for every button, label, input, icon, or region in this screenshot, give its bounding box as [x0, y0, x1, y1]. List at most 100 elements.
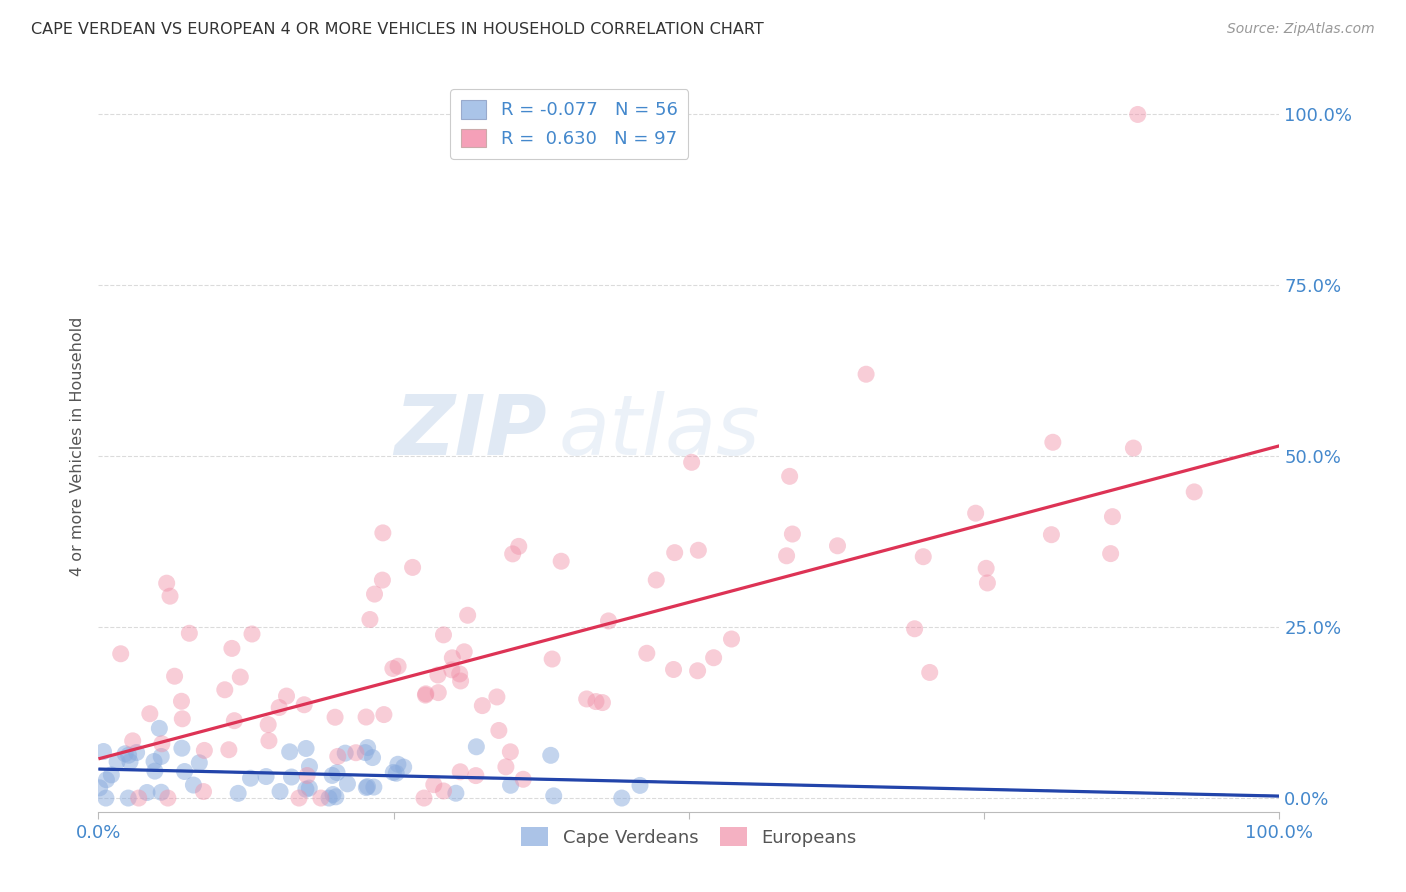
- Point: [499, 745, 522, 759]
- Point: [318, 791, 340, 805]
- Point: [686, 664, 709, 678]
- Point: [136, 785, 159, 799]
- Point: [359, 612, 381, 626]
- Point: [432, 628, 454, 642]
- Point: [309, 791, 332, 805]
- Text: CAPE VERDEAN VS EUROPEAN 4 OR MORE VEHICLES IN HOUSEHOLD CORRELATION CHART: CAPE VERDEAN VS EUROPEAN 4 OR MORE VEHIC…: [31, 22, 763, 37]
- Point: [269, 784, 291, 798]
- Point: [183, 778, 205, 792]
- Point: [450, 673, 472, 688]
- Point: [288, 791, 311, 805]
- Point: [464, 769, 486, 783]
- Point: [150, 749, 173, 764]
- Point: [575, 692, 598, 706]
- Point: [585, 695, 607, 709]
- Point: [295, 741, 318, 756]
- Point: [1101, 509, 1123, 524]
- Point: [363, 587, 385, 601]
- Point: [110, 647, 132, 661]
- Point: [441, 650, 464, 665]
- Point: [855, 368, 877, 382]
- Point: [156, 791, 179, 805]
- Point: [541, 652, 564, 666]
- Point: [105, 755, 128, 769]
- Point: [298, 780, 321, 795]
- Point: [636, 646, 658, 660]
- Legend: Cape Verdeans, Europeans: Cape Verdeans, Europeans: [515, 820, 863, 854]
- Point: [965, 506, 987, 520]
- Point: [150, 737, 173, 751]
- Point: [782, 527, 804, 541]
- Point: [373, 707, 395, 722]
- Point: [298, 759, 321, 773]
- Point: [139, 706, 162, 721]
- Point: [121, 734, 143, 748]
- Point: [292, 698, 315, 712]
- Point: [361, 750, 384, 764]
- Point: [156, 576, 179, 591]
- Text: Source: ZipAtlas.com: Source: ZipAtlas.com: [1227, 22, 1375, 37]
- Point: [662, 663, 685, 677]
- Point: [904, 622, 927, 636]
- Point: [172, 712, 194, 726]
- Point: [240, 627, 263, 641]
- Point: [401, 560, 423, 574]
- Point: [423, 778, 446, 792]
- Point: [918, 665, 941, 680]
- Point: [125, 746, 148, 760]
- Point: [381, 661, 404, 675]
- Point: [143, 755, 166, 769]
- Point: [224, 714, 246, 728]
- Point: [214, 682, 236, 697]
- Point: [193, 743, 215, 757]
- Point: [415, 688, 437, 702]
- Point: [193, 784, 215, 798]
- Point: [150, 785, 173, 799]
- Point: [239, 771, 262, 785]
- Point: [453, 645, 475, 659]
- Point: [371, 525, 394, 540]
- Point: [344, 746, 367, 760]
- Point: [974, 561, 997, 575]
- Point: [385, 766, 408, 780]
- Point: [1099, 547, 1122, 561]
- Point: [485, 690, 508, 704]
- Point: [1126, 107, 1149, 121]
- Point: [322, 788, 344, 802]
- Point: [543, 789, 565, 803]
- Point: [335, 746, 357, 760]
- Point: [117, 791, 139, 805]
- Point: [280, 770, 302, 784]
- Point: [598, 614, 620, 628]
- Point: [143, 764, 166, 778]
- Point: [114, 747, 136, 761]
- Point: [93, 744, 115, 758]
- Point: [387, 757, 409, 772]
- Point: [775, 549, 797, 563]
- Point: [703, 650, 725, 665]
- Point: [444, 786, 467, 800]
- Point: [976, 576, 998, 591]
- Point: [495, 760, 517, 774]
- Point: [295, 768, 318, 782]
- Point: [415, 687, 437, 701]
- Point: [827, 539, 849, 553]
- Point: [179, 626, 201, 640]
- Point: [100, 768, 122, 782]
- Point: [278, 745, 301, 759]
- Point: [159, 589, 181, 603]
- Point: [221, 641, 243, 656]
- Point: [512, 772, 534, 787]
- Point: [449, 764, 471, 779]
- Point: [170, 694, 193, 708]
- Point: [502, 547, 524, 561]
- Point: [325, 789, 347, 804]
- Point: [440, 663, 463, 677]
- Point: [128, 791, 150, 805]
- Point: [163, 669, 186, 683]
- Point: [912, 549, 935, 564]
- Point: [720, 632, 742, 646]
- Point: [540, 748, 562, 763]
- Point: [432, 784, 454, 798]
- Point: [628, 779, 651, 793]
